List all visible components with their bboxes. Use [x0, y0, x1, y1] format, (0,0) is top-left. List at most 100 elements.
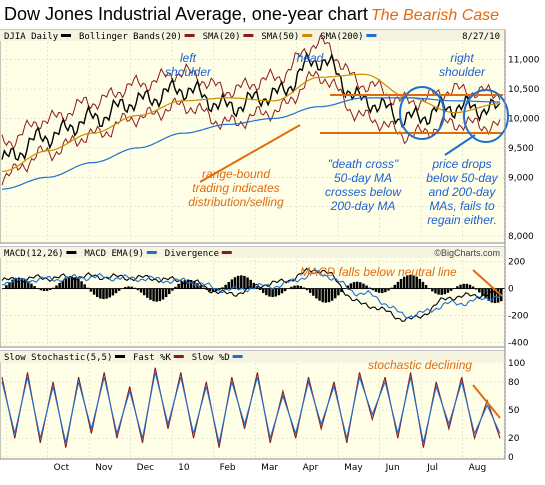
macd-divergence-bar: [246, 277, 249, 290]
macd-divergence-bar: [158, 288, 162, 302]
macd-divergence-bar: [168, 288, 171, 295]
macd-divergence-bar: [227, 282, 231, 290]
macd-divergence-bar: [290, 286, 293, 290]
macd-divergence-bar: [211, 288, 215, 292]
price-series-0: [1, 51, 501, 162]
macd-divergence-bar: [230, 279, 234, 290]
chart-title: Dow Jones Industrial Average, one-year c…: [4, 4, 368, 24]
macd-divergence-bar: [352, 282, 356, 290]
macd-divergence-bar: [124, 286, 127, 290]
macd-divergence-bar: [61, 280, 65, 290]
x-tick-label-1: Nov: [95, 463, 113, 473]
macd-divergence-bar: [412, 275, 415, 290]
macd-divergence-bar: [368, 287, 371, 290]
range-bound-label-line-1: trading indicates: [192, 181, 279, 195]
macd-divergence-bar: [27, 281, 30, 290]
macd-divergence-bar: [114, 288, 118, 294]
macd-divergence-bar: [337, 288, 340, 296]
macd-divergence-bar: [418, 278, 422, 290]
macd-divergence-bar: [42, 288, 46, 292]
macd-divergence-bar: [202, 287, 205, 290]
macd-divergence-bar: [258, 288, 262, 291]
macd-divergence-bar: [409, 274, 412, 290]
price-drop-circle: [463, 89, 509, 143]
price-drops-label-line-3: MAs, fails to: [429, 199, 495, 213]
macd-divergence-bar: [293, 285, 296, 290]
macd-divergence-bar: [308, 288, 312, 293]
macd-divergence-bar: [271, 288, 274, 298]
macd-divergence-bar: [189, 280, 193, 290]
y-tick-label-2-0: 100: [508, 359, 525, 369]
macd-divergence-bar: [302, 287, 306, 290]
x-tick-label-4: Feb: [220, 463, 236, 473]
macd-divergence-bar: [305, 288, 309, 291]
range-pointer-arrow: [199, 124, 301, 183]
macd-divergence-bar: [186, 279, 190, 290]
macd-divergence-bar: [312, 288, 315, 296]
legend-label-3: SMA(50): [261, 32, 299, 42]
macd-divergence-bar: [23, 279, 27, 290]
macd-divergence-bar: [346, 285, 350, 290]
macd-divergence-bar: [218, 288, 221, 290]
macd-divergence-bar: [2, 288, 5, 290]
price-drops-label-line-1: below 50-day: [426, 171, 498, 185]
macd-divergence-bar: [58, 282, 61, 290]
death-cross-label-line-1: 50-day MA: [334, 171, 392, 185]
macd-divergence-bar: [95, 288, 99, 298]
macd-divergence-bar: [8, 282, 11, 290]
macd-divergence-bar: [280, 288, 284, 294]
macd-divergence-bar: [152, 288, 155, 302]
y-tick-label-2-4: 0: [508, 453, 514, 463]
macd-divergence-bar: [402, 276, 406, 290]
macd-divergence-bar: [249, 279, 252, 290]
macd-divergence-bar: [443, 288, 447, 295]
legend-swatch-0: [66, 251, 77, 254]
macd-divergence-bar: [214, 288, 218, 292]
y-tick-label-0-5: 10,500: [508, 85, 540, 95]
macd-divergence-bar: [456, 286, 459, 290]
macd-divergence-bar: [449, 288, 453, 291]
macd-divergence-bar: [387, 288, 390, 291]
macd-divergence-bar: [205, 288, 209, 290]
y-tick-label-2-1: 80: [508, 378, 520, 388]
macd-divergence-bar: [399, 279, 403, 290]
series-layer: [1, 34, 505, 448]
macd-divergence-bar: [55, 285, 58, 290]
macd-divergence-bar: [196, 283, 199, 290]
y-tick-label-0-3: 9,500: [508, 144, 534, 154]
y-tick-label-1-2: -200: [508, 311, 529, 321]
x-tick-label-3: 10: [178, 463, 190, 473]
y-tick-label-0-4: 10,000: [508, 114, 540, 124]
macd-divergence-bar: [465, 283, 469, 290]
stoch-legend: Slow Stochastic(5,5) Fast %K Slow %D: [4, 353, 243, 363]
macd-divergence-bar: [236, 275, 240, 290]
macd-divergence-bar: [283, 288, 287, 292]
macd-divergence-bar: [14, 278, 18, 290]
macd-divergence-bar: [437, 288, 440, 295]
macd-divergence-bar: [355, 281, 359, 290]
macd-divergence-bar: [5, 285, 8, 290]
macd-divergence-bar: [343, 288, 346, 290]
macd-divergence-bar: [136, 288, 140, 291]
y-axis-ticks: 8,0009,0009,50010,00010,50011,0002000-20…: [508, 56, 540, 463]
macd-divergence-bar: [371, 288, 375, 291]
macd-series-1: [1, 269, 501, 320]
x-tick-label-0: Oct: [54, 463, 70, 473]
bollinger-lower-line: [1, 70, 501, 186]
macd-divergence-bar: [296, 285, 299, 290]
macd-divergence-bar: [484, 288, 487, 299]
macd-divergence-bar: [80, 281, 83, 290]
legend-swatch-2: [243, 34, 254, 37]
x-tick-label-9: Jul: [426, 463, 438, 473]
macd-divergence-bar: [111, 288, 115, 296]
macd-divergence-bar: [277, 288, 281, 296]
stochastic-panel: [0, 350, 506, 460]
macd-divergence-bar: [406, 275, 409, 290]
macd-divergence-bar: [139, 288, 143, 293]
macd-divergence-bar: [334, 288, 337, 299]
death-cross-label-line-0: "death cross": [328, 157, 399, 171]
macd-divergence-bar: [164, 288, 168, 298]
price-drops-label-line-4: regain either.: [427, 213, 497, 227]
macd-divergence-bar: [243, 275, 246, 290]
